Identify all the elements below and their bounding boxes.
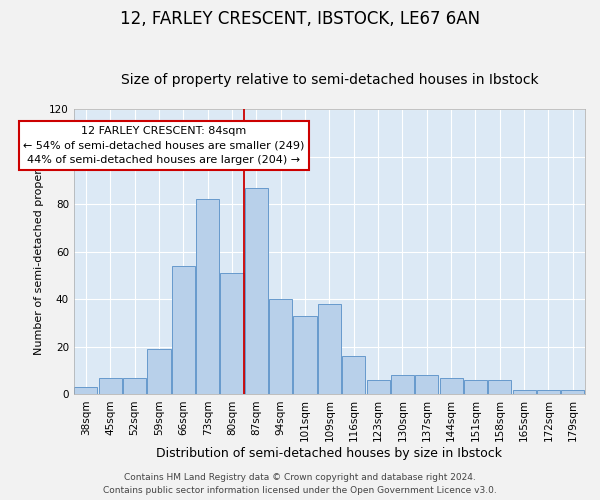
Bar <box>367 380 389 394</box>
Bar <box>440 378 463 394</box>
Title: Size of property relative to semi-detached houses in Ibstock: Size of property relative to semi-detach… <box>121 73 538 87</box>
Text: Contains HM Land Registry data © Crown copyright and database right 2024.
Contai: Contains HM Land Registry data © Crown c… <box>103 474 497 495</box>
Bar <box>123 378 146 394</box>
Text: 12 FARLEY CRESCENT: 84sqm
← 54% of semi-detached houses are smaller (249)
44% of: 12 FARLEY CRESCENT: 84sqm ← 54% of semi-… <box>23 126 305 166</box>
Text: 12, FARLEY CRESCENT, IBSTOCK, LE67 6AN: 12, FARLEY CRESCENT, IBSTOCK, LE67 6AN <box>120 10 480 28</box>
Bar <box>415 376 439 394</box>
Bar <box>293 316 317 394</box>
Bar <box>148 350 170 395</box>
X-axis label: Distribution of semi-detached houses by size in Ibstock: Distribution of semi-detached houses by … <box>157 447 502 460</box>
Bar <box>269 300 292 394</box>
Bar <box>318 304 341 394</box>
Bar <box>512 390 536 394</box>
Bar <box>99 378 122 394</box>
Bar <box>172 266 195 394</box>
Bar <box>391 376 414 394</box>
Bar <box>537 390 560 394</box>
Bar <box>196 200 219 394</box>
Bar <box>245 188 268 394</box>
Bar <box>220 273 244 394</box>
Bar <box>561 390 584 394</box>
Y-axis label: Number of semi-detached properties: Number of semi-detached properties <box>34 148 44 354</box>
Bar <box>464 380 487 394</box>
Bar <box>74 388 97 394</box>
Bar <box>488 380 511 394</box>
Bar <box>342 356 365 395</box>
